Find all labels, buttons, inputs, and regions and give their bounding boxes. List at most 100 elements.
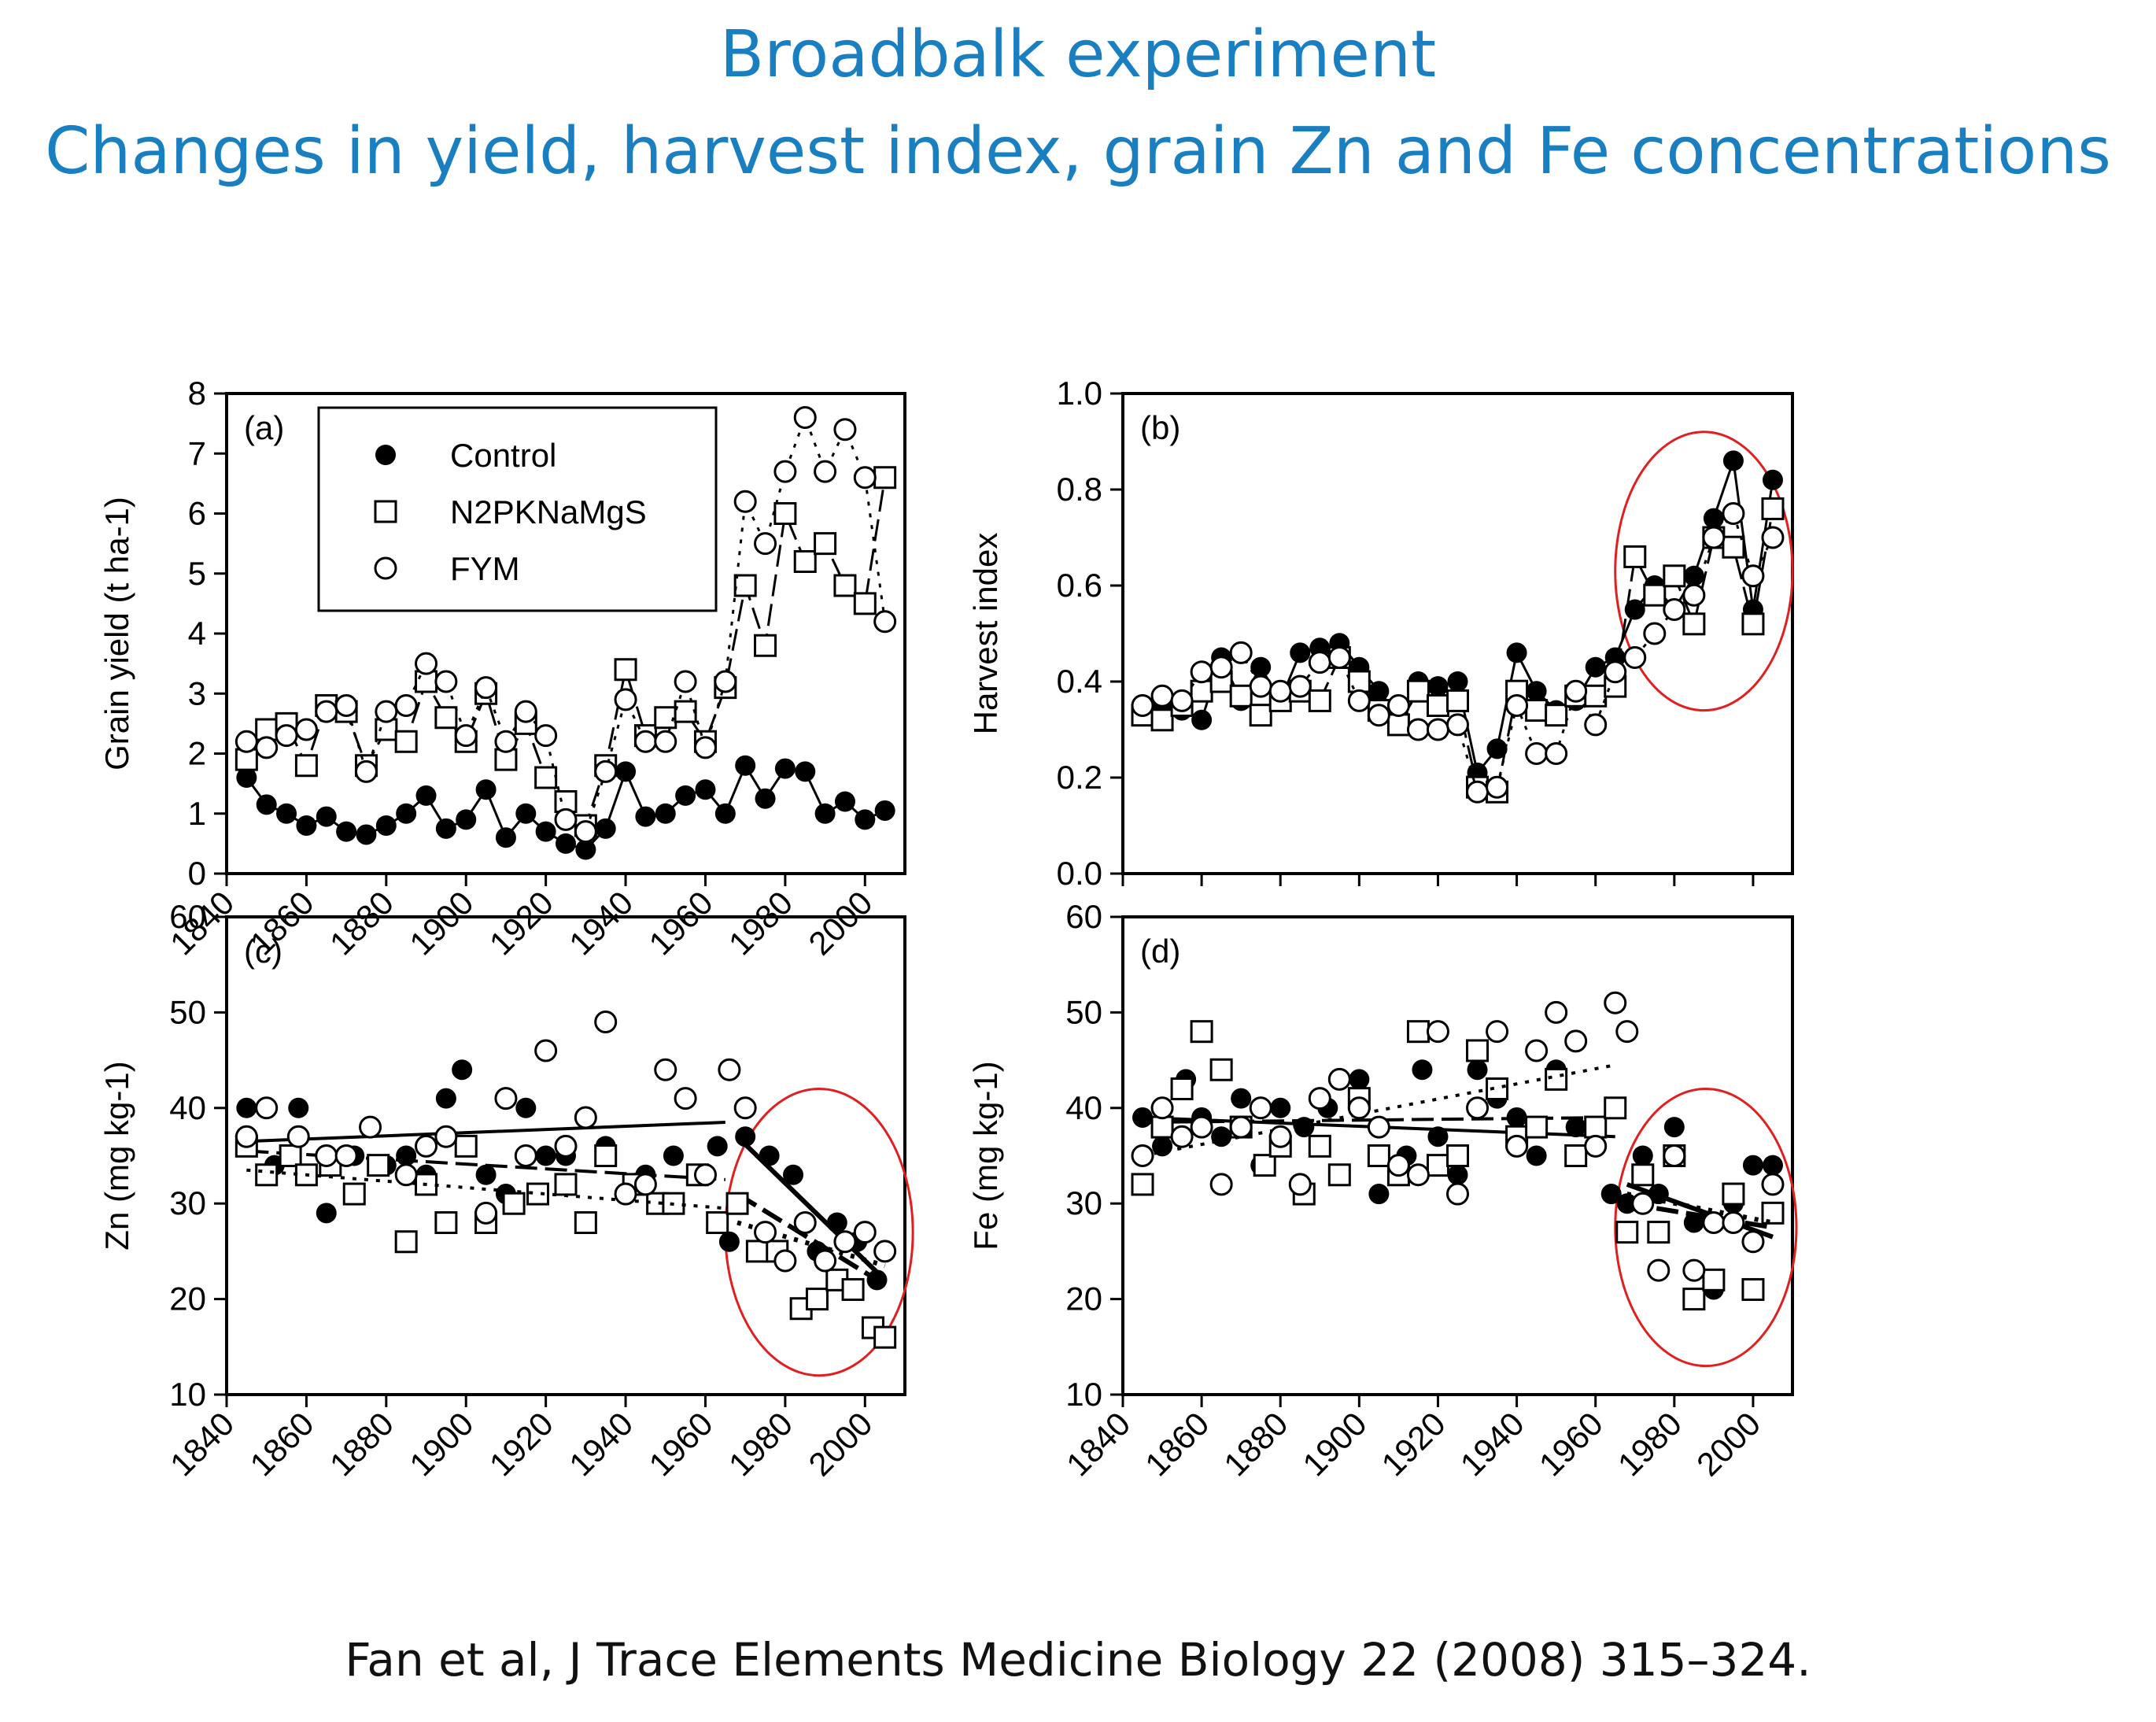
data-point (1249, 674, 1272, 698)
data-point (515, 803, 537, 824)
data-point (1211, 1126, 1232, 1147)
trend-line (1626, 1201, 1774, 1230)
data-point (255, 1163, 279, 1187)
data-point (286, 1125, 310, 1148)
x-tick-label: 1940 (562, 1405, 640, 1483)
data-point (833, 1230, 857, 1254)
data-point (1427, 676, 1449, 697)
data-point (1584, 1134, 1608, 1158)
data-point (1347, 670, 1371, 693)
series-fym (1131, 991, 1785, 1282)
data-point (574, 820, 597, 844)
data-point (1742, 1155, 1763, 1176)
data-point (1604, 1096, 1627, 1120)
data-point (814, 532, 837, 556)
data-point (633, 730, 657, 753)
data-point (1505, 1134, 1529, 1158)
data-point (615, 761, 637, 782)
data-point (375, 700, 398, 723)
data-point (1229, 1115, 1253, 1139)
data-point (1446, 1144, 1469, 1167)
data-point (1761, 497, 1785, 520)
data-point (1631, 1192, 1655, 1215)
data-point (1722, 502, 1745, 525)
data-point (718, 1058, 741, 1081)
data-point (1367, 704, 1390, 727)
data-point (394, 694, 418, 717)
x-tick-label: 1880 (1216, 1405, 1294, 1483)
data-point (655, 803, 676, 824)
data-point (435, 1088, 456, 1109)
data-point (834, 791, 855, 812)
data-point (1525, 699, 1549, 722)
data-point (1150, 1096, 1174, 1120)
data-point (1327, 1067, 1351, 1091)
data-point (1624, 599, 1645, 620)
y-tick-label: 50 (169, 993, 206, 1030)
data-point (296, 815, 317, 836)
data-point (1288, 1173, 1312, 1196)
data-point (1367, 1115, 1390, 1139)
data-point (1703, 508, 1724, 529)
y-tick-label: 1 (188, 795, 206, 832)
plot-frame (225, 915, 906, 1396)
data-point (334, 1144, 358, 1167)
data-point (359, 1115, 382, 1139)
data-point (1308, 689, 1331, 712)
data-point (674, 700, 697, 723)
data-point (1368, 681, 1390, 702)
data-point (1663, 1117, 1685, 1138)
x-tick-label: 1900 (1295, 1405, 1373, 1483)
data-point (1741, 1230, 1765, 1254)
x-tick-label: 2000 (801, 1405, 879, 1483)
data-point (574, 1106, 597, 1129)
data-point (394, 1163, 418, 1187)
data-point (454, 1134, 478, 1158)
data-point (1412, 1059, 1433, 1081)
data-point (1131, 1173, 1154, 1196)
y-tick-label: 6 (188, 495, 206, 532)
data-point (434, 1210, 458, 1234)
data-point (1762, 1155, 1783, 1176)
legend-marker (374, 500, 397, 523)
series-fym (1131, 502, 1785, 804)
data-point (1584, 1115, 1608, 1139)
data-point (375, 815, 397, 836)
data-point (1682, 583, 1706, 607)
data-point (336, 821, 357, 842)
data-point (1209, 1173, 1233, 1196)
data-point (554, 807, 578, 831)
data-point (725, 1192, 749, 1215)
data-point (1327, 646, 1351, 669)
data-point (1526, 1145, 1547, 1166)
data-point (1663, 564, 1686, 588)
data-point (1446, 689, 1469, 712)
y-tick-label: 40 (1065, 1089, 1102, 1126)
y-axis-label: Fe (mg kg-1) (967, 1061, 1004, 1250)
y-axis-label: Grain yield (t ha-1) (98, 497, 135, 770)
data-point (773, 502, 797, 525)
data-point (1722, 1182, 1745, 1206)
data-point (1682, 612, 1706, 636)
data-point (1447, 671, 1468, 692)
data-point (315, 1144, 338, 1167)
y-tick-label: 2 (188, 735, 206, 772)
data-point (1505, 694, 1529, 717)
data-point (1585, 656, 1606, 678)
data-point (435, 818, 456, 839)
data-point (1446, 713, 1469, 737)
data-point (614, 1182, 637, 1206)
data-point (1663, 1144, 1686, 1167)
data-point (1347, 689, 1371, 712)
highlight-ellipse (1614, 1088, 1798, 1368)
data-point (654, 1058, 677, 1081)
data-point (502, 1192, 526, 1215)
data-point (275, 724, 298, 748)
data-point (1426, 694, 1449, 717)
data-point (695, 779, 716, 800)
data-point (735, 755, 756, 776)
data-point (674, 670, 697, 693)
data-point (1131, 1144, 1154, 1167)
x-tick-label: 1960 (642, 1405, 720, 1483)
